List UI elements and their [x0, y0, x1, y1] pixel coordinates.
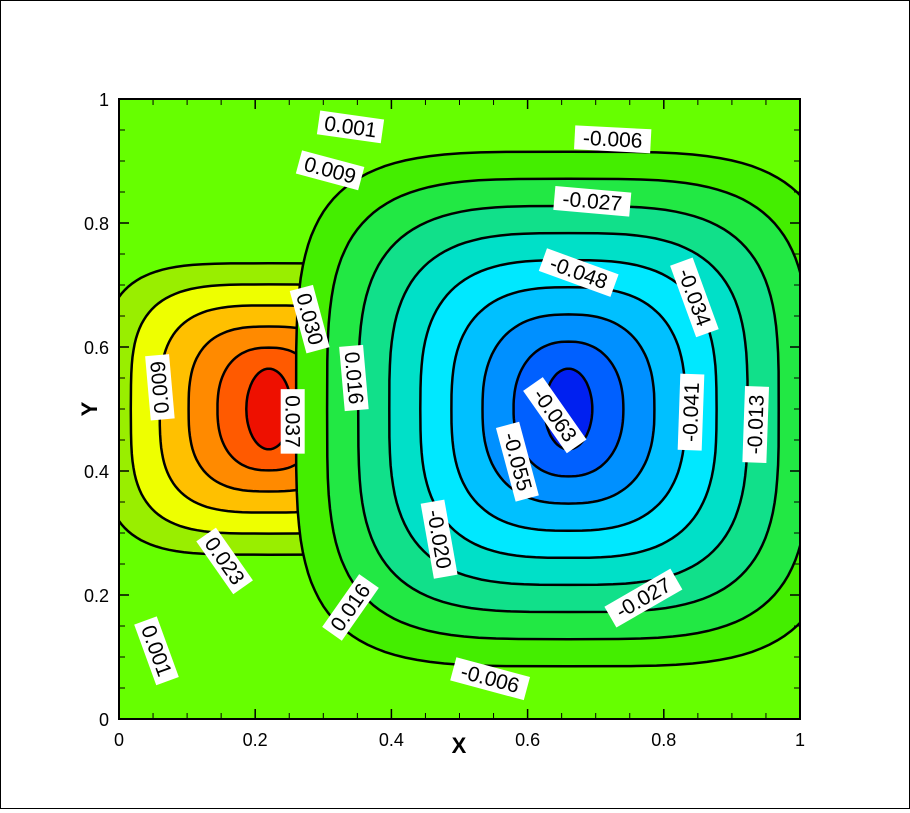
x-tick-label: 0 — [114, 730, 124, 750]
contour-label: 0.037 — [280, 389, 305, 454]
contour-label-box — [742, 386, 770, 463]
contour-label-box — [670, 257, 719, 338]
x-tick-label: 0.2 — [243, 730, 268, 750]
contour-label-text: -0.013 — [744, 394, 769, 454]
contour-label-text: -0.041 — [679, 382, 704, 442]
contour-label-box — [289, 284, 330, 354]
contour-label-box — [553, 186, 632, 217]
plot-area: 0.0010.0090.0300.0160.0090.0370.0230.016… — [118, 98, 801, 720]
y-tick-label: 0.4 — [84, 462, 109, 482]
contour-label: -0.027 — [553, 186, 632, 217]
contour-label: 0.016 — [339, 344, 369, 412]
contour-label-box — [523, 377, 587, 454]
contour-label-box — [677, 373, 705, 451]
contour-label-box — [420, 499, 458, 579]
y-tick-label: 0.2 — [84, 586, 109, 606]
contour-label-box — [316, 110, 385, 144]
y-tick-label: 0 — [99, 710, 109, 730]
contour-label-box — [295, 150, 365, 191]
contour-label: -0.041 — [677, 373, 705, 451]
y-tick-label: 1 — [99, 90, 109, 110]
contour-label-box — [339, 344, 369, 412]
x-tick-label: 1 — [795, 730, 805, 750]
contour-label-box — [280, 389, 305, 454]
x-tick-label: 0.8 — [651, 730, 676, 750]
contour-label-text: 0.037 — [281, 395, 304, 448]
contour-label: -0.006 — [574, 125, 652, 154]
contour-label-box — [196, 527, 253, 595]
contour-label-box — [604, 568, 683, 628]
contour-label-text: -0.006 — [582, 127, 643, 153]
contour-label-box — [538, 248, 619, 297]
y-tick-label: 0.8 — [84, 214, 109, 234]
x-tick-label: 0.6 — [515, 730, 540, 750]
contour-label-box — [145, 354, 175, 421]
x-axis: 0 0.2 0.4 0.6 0.8 1 — [114, 99, 805, 750]
contour-label: -0.013 — [742, 386, 770, 463]
y-axis-label: Y — [77, 401, 102, 416]
contour-label-box — [495, 421, 539, 502]
contour-label-box — [134, 616, 179, 686]
x-tick-label: 0.4 — [379, 730, 404, 750]
x-axis-label: X — [452, 733, 467, 758]
contour-label-text: -0.027 — [562, 188, 623, 216]
contour-label-box — [450, 657, 531, 701]
contour-label-box — [574, 125, 652, 154]
contour-label: 0.009 — [145, 354, 175, 421]
contour-label: -0.020 — [420, 499, 458, 579]
contour-label-text: 0.009 — [147, 360, 174, 414]
contour-level — [245, 367, 293, 451]
contour-label-box — [322, 574, 379, 641]
contour-label-text: 0.016 — [340, 351, 367, 405]
y-tick-label: 0.6 — [84, 338, 109, 358]
y-axis: 0 0.2 0.4 0.6 0.8 1 — [84, 90, 800, 730]
